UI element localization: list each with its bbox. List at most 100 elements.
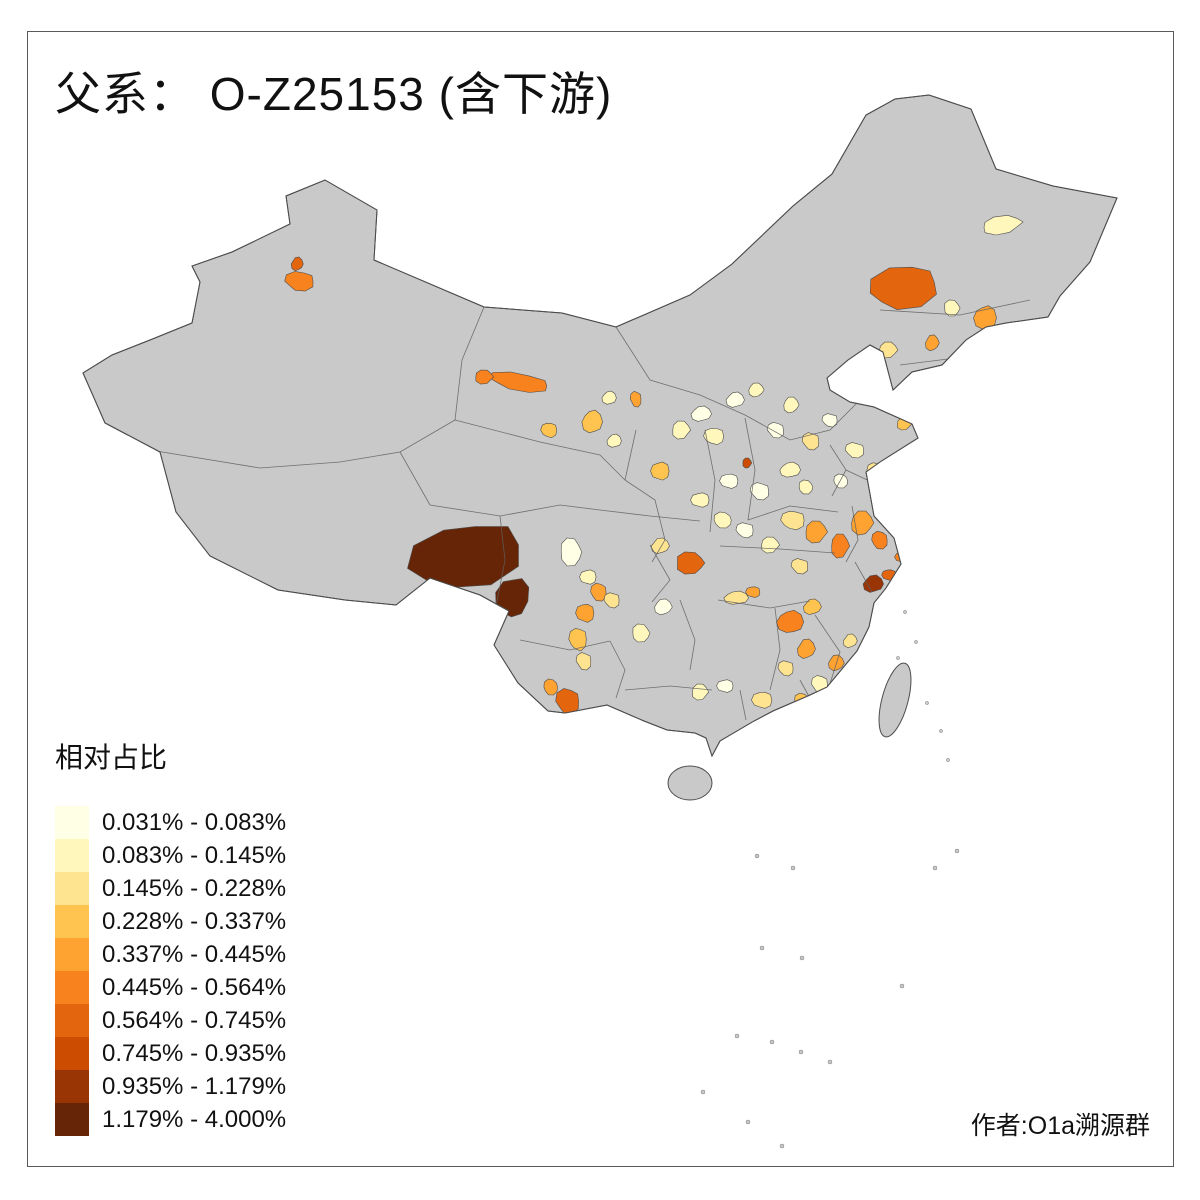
map-region	[495, 578, 530, 618]
map-region	[833, 473, 848, 489]
map-region	[742, 457, 753, 469]
map-region	[575, 652, 592, 671]
legend-swatch	[55, 806, 89, 839]
map-region	[831, 533, 851, 559]
legend-item: 0.228% - 0.337%	[55, 905, 286, 938]
map-region	[869, 266, 937, 311]
map-region	[811, 705, 825, 716]
choropleth-regions	[284, 214, 1024, 724]
legend-title: 相对占比	[55, 742, 168, 773]
legend-item: 0.445% - 0.564%	[55, 971, 286, 1004]
map-region	[407, 526, 519, 588]
legend-label: 0.145% - 0.228%	[102, 874, 287, 902]
legend-label: 0.445% - 0.564%	[102, 973, 287, 1001]
legend-item: 0.145% - 0.228%	[55, 872, 286, 905]
map-region	[543, 678, 558, 696]
legend-label: 0.337% - 0.445%	[102, 940, 287, 968]
legend-label: 1.179% - 4.000%	[102, 1105, 287, 1133]
map-region	[723, 590, 750, 605]
map-region	[713, 511, 732, 529]
map-region	[560, 537, 583, 567]
map-region	[568, 628, 587, 652]
map-region	[603, 592, 620, 609]
map-region	[844, 442, 864, 459]
map-region	[862, 574, 884, 593]
map-region	[703, 428, 724, 445]
legend-swatch	[55, 905, 89, 938]
map-region	[290, 256, 304, 272]
map-region	[540, 422, 558, 439]
taiwan-island	[878, 662, 912, 738]
map-region	[802, 598, 822, 615]
map-region	[983, 214, 1024, 236]
map-region	[692, 683, 710, 701]
map-region	[783, 396, 800, 414]
map-region	[798, 479, 814, 495]
map-region	[677, 551, 706, 575]
map-region	[716, 679, 734, 693]
map-region	[590, 582, 607, 602]
map-region	[690, 492, 710, 508]
legend-swatch	[55, 1004, 89, 1037]
map-region	[654, 598, 673, 616]
attribution: 作者:O1a溯源群	[970, 1112, 1150, 1140]
legend-swatch	[55, 971, 89, 1004]
china-outline	[82, 94, 1118, 758]
legend-item: 0.564% - 0.745%	[55, 1004, 286, 1037]
map-region	[894, 551, 912, 563]
map-region	[745, 586, 761, 598]
legend-label: 0.745% - 0.935%	[102, 1039, 287, 1067]
map-region	[790, 558, 809, 575]
map-title: 父系： O-Z25153 (含下游)	[55, 68, 613, 120]
legend-swatch	[55, 872, 89, 905]
map-region	[672, 420, 692, 440]
map-region	[801, 432, 820, 451]
map-region	[925, 334, 940, 352]
hainan-island	[667, 765, 713, 801]
legend-item: 0.083% - 0.145%	[55, 839, 286, 872]
province-boundaries	[149, 299, 1041, 721]
map-region	[894, 520, 910, 535]
map-region	[581, 409, 603, 434]
legend-item: 1.179% - 4.000%	[55, 1103, 286, 1136]
legend-item: 0.745% - 0.935%	[55, 1037, 286, 1070]
map-region	[751, 691, 773, 709]
map-region	[632, 623, 651, 643]
map-region	[284, 271, 314, 292]
legend-swatch	[55, 1103, 89, 1136]
legend-item: 0.935% - 1.179%	[55, 1070, 286, 1103]
legend-label: 0.083% - 0.145%	[102, 841, 287, 869]
map-region	[735, 522, 754, 539]
map-region	[842, 633, 858, 649]
map-region	[719, 473, 739, 489]
legend-label: 0.031% - 0.083%	[102, 808, 287, 836]
map-region	[650, 461, 670, 481]
legend-swatch	[55, 839, 89, 872]
map-region	[777, 660, 794, 677]
map-region	[575, 603, 595, 623]
map-region	[725, 391, 745, 408]
map-region	[748, 382, 765, 398]
map-region	[601, 390, 617, 405]
map-region	[629, 390, 642, 408]
legend: 相对占比 0.031% - 0.083% 0.083% - 0.145% 0.1…	[55, 736, 286, 1136]
legend-swatch	[55, 938, 89, 971]
map-region	[690, 405, 712, 422]
map-region	[475, 369, 494, 385]
map-region	[851, 510, 875, 536]
map-region	[780, 510, 805, 531]
legend-label: 0.564% - 0.745%	[102, 1006, 287, 1034]
map-region	[606, 433, 622, 448]
map-region	[805, 520, 828, 544]
south-china-sea-islands	[700, 610, 960, 1149]
map-region	[796, 638, 816, 659]
map-region	[579, 569, 597, 585]
map-region	[776, 710, 789, 724]
map-region	[749, 482, 769, 501]
legend-swatch	[55, 1070, 89, 1103]
legend-swatch	[55, 1037, 89, 1070]
legend-label: 0.228% - 0.337%	[102, 907, 287, 935]
map-region	[794, 692, 809, 708]
